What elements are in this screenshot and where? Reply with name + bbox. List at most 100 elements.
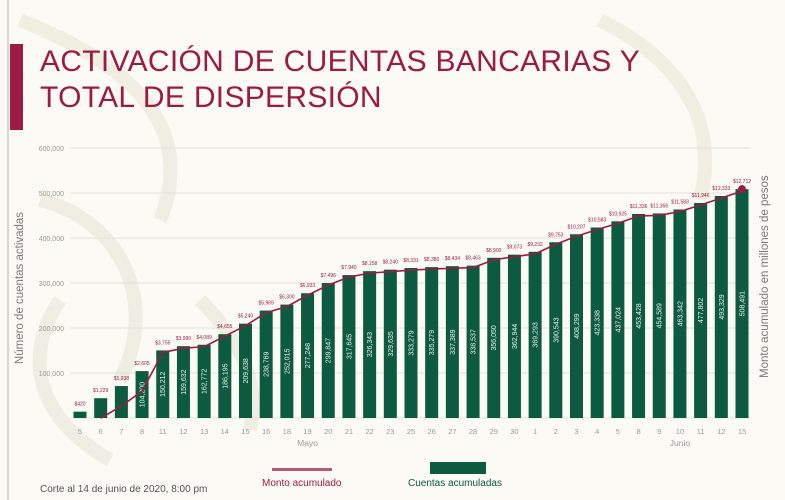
x-tick-label: 18 bbox=[283, 427, 291, 436]
bar-cuentas bbox=[218, 334, 232, 418]
bar-value-label: 337,389 bbox=[450, 329, 457, 354]
monto-value-label: $9,232 bbox=[527, 242, 543, 248]
monto-line bbox=[100, 190, 743, 419]
bar-cuentas bbox=[94, 398, 108, 418]
bar-cuentas bbox=[342, 275, 356, 418]
monto-value-label: $420 bbox=[74, 402, 85, 408]
monto-value-label: $8,380 bbox=[424, 257, 440, 263]
x-tick-label: 15 bbox=[241, 427, 249, 436]
x-tick-label: 19 bbox=[303, 427, 311, 436]
monto-value-label: $8,434 bbox=[445, 256, 461, 262]
monto-value-label: $3,990 bbox=[176, 336, 192, 342]
bar-cuentas bbox=[694, 202, 708, 418]
bar-cuentas bbox=[363, 271, 377, 418]
monto-value-label: $9,753 bbox=[548, 232, 564, 238]
month-label: Junio bbox=[670, 438, 691, 448]
x-tick-label: 13 bbox=[200, 427, 208, 436]
monto-value-label: $6,933 bbox=[300, 283, 316, 289]
monto-value-label: $8,158 bbox=[362, 261, 378, 267]
bar-value-label: 454,589 bbox=[657, 303, 664, 328]
x-tick-label: 25 bbox=[407, 427, 415, 436]
bar-cuentas bbox=[114, 386, 128, 418]
y-tick-label: 600,000 bbox=[39, 146, 64, 153]
monto-value-label: $7,940 bbox=[341, 265, 357, 271]
legend-monto-swatch bbox=[272, 468, 332, 471]
x-tick-label: 6 bbox=[99, 427, 103, 436]
slide-left-border bbox=[7, 0, 9, 500]
bar-value-label: 362,944 bbox=[512, 324, 519, 349]
monto-value-label: $9,073 bbox=[507, 245, 523, 251]
bar-value-label: 335,279 bbox=[429, 330, 436, 355]
y-tick-label: 100,000 bbox=[39, 371, 64, 378]
bar-cuentas bbox=[570, 234, 583, 418]
x-tick-label: 2 bbox=[554, 427, 558, 436]
x-tick-label: 5 bbox=[78, 427, 82, 436]
x-tick-label: 16 bbox=[262, 427, 270, 436]
monto-value-label: $12,333 bbox=[712, 186, 730, 192]
legend-cuentas-label: Cuentas acumuladas bbox=[408, 478, 502, 489]
x-tick-label: 28 bbox=[469, 427, 477, 436]
bar-cuentas bbox=[135, 371, 149, 418]
bar-cuentas bbox=[301, 293, 315, 418]
x-tick-label: 21 bbox=[345, 427, 353, 436]
bar-value-label: 508,491 bbox=[740, 291, 747, 316]
monto-value-label: $5,240 bbox=[238, 314, 254, 320]
bar-cuentas bbox=[404, 268, 418, 418]
bar-cuentas bbox=[425, 267, 439, 418]
bar-cuentas bbox=[487, 257, 501, 418]
x-tick-label: 9 bbox=[657, 427, 661, 436]
footer-cutoff-note: Corte al 14 de junio de 2020, 8:00 pm bbox=[40, 484, 208, 495]
bar-cuentas bbox=[156, 350, 170, 418]
bar-cuentas bbox=[673, 209, 687, 418]
bar-cuentas bbox=[383, 269, 397, 418]
bar-cuentas bbox=[466, 265, 480, 418]
bar-value-label: 150,212 bbox=[160, 371, 167, 396]
bar-value-label: 390,543 bbox=[553, 317, 560, 342]
x-tick-label: 4 bbox=[595, 427, 599, 436]
bar-cuentas bbox=[632, 213, 646, 418]
legend-cuentas-swatch bbox=[430, 462, 486, 474]
x-tick-label: 8 bbox=[140, 427, 144, 436]
monto-value-label: $2,605 bbox=[134, 361, 150, 367]
x-tick-label: 11 bbox=[697, 427, 705, 436]
bar-cuentas bbox=[176, 346, 190, 418]
monto-value-label: $1,938 bbox=[114, 376, 130, 382]
monto-value-label: $10,207 bbox=[567, 224, 585, 230]
bar-cuentas bbox=[549, 242, 563, 418]
bar-value-label: 369,293 bbox=[533, 322, 540, 347]
bar-cuentas bbox=[507, 254, 521, 418]
bar-value-label: 477,802 bbox=[698, 298, 705, 323]
x-tick-label: 15 bbox=[738, 427, 746, 436]
x-tick-label: 20 bbox=[324, 427, 332, 436]
monto-value-label: $10,583 bbox=[588, 217, 606, 223]
x-tick-label: 12 bbox=[717, 427, 725, 436]
bar-cuentas bbox=[73, 411, 87, 418]
bar-value-label: 463,342 bbox=[677, 301, 684, 326]
monto-value-label: $11,583 bbox=[671, 199, 689, 205]
bar-cuentas bbox=[445, 266, 459, 418]
bar-value-label: 423,338 bbox=[595, 310, 602, 335]
title-line-2: TOTAL DE DISPERSIÓN bbox=[40, 81, 382, 114]
y-tick-label: 500,000 bbox=[39, 191, 64, 198]
bar-value-label: 338,537 bbox=[471, 329, 478, 354]
x-tick-label: 7 bbox=[119, 427, 123, 436]
bar-cuentas bbox=[280, 304, 294, 418]
monto-value-label: $6,300 bbox=[279, 295, 295, 301]
monto-value-label: $8,331 bbox=[403, 258, 419, 264]
bar-value-label: 104,200 bbox=[140, 382, 147, 407]
bar-value-label: 329,635 bbox=[388, 331, 395, 356]
bar-value-label: 408,299 bbox=[574, 313, 581, 338]
title-line-1: ACTIVACIÓN DE CUENTAS BANCARIAS Y bbox=[40, 45, 641, 78]
bar-value-label: 453,428 bbox=[636, 303, 643, 328]
x-tick-label: 1 bbox=[533, 427, 537, 436]
monto-value-label: $11,366 bbox=[650, 203, 668, 209]
bar-value-label: 333,279 bbox=[409, 330, 416, 355]
bar-value-label: 299,847 bbox=[326, 338, 333, 363]
monto-value-label: $5,969 bbox=[259, 301, 275, 307]
page-title: ACTIVACIÓN DE CUENTAS BANCARIAS Y TOTAL … bbox=[40, 44, 640, 116]
monto-endpoint-marker bbox=[738, 185, 746, 194]
x-tick-label: 27 bbox=[448, 427, 456, 436]
y-tick-label: 400,000 bbox=[39, 236, 64, 243]
title-accent-bar bbox=[10, 44, 23, 130]
